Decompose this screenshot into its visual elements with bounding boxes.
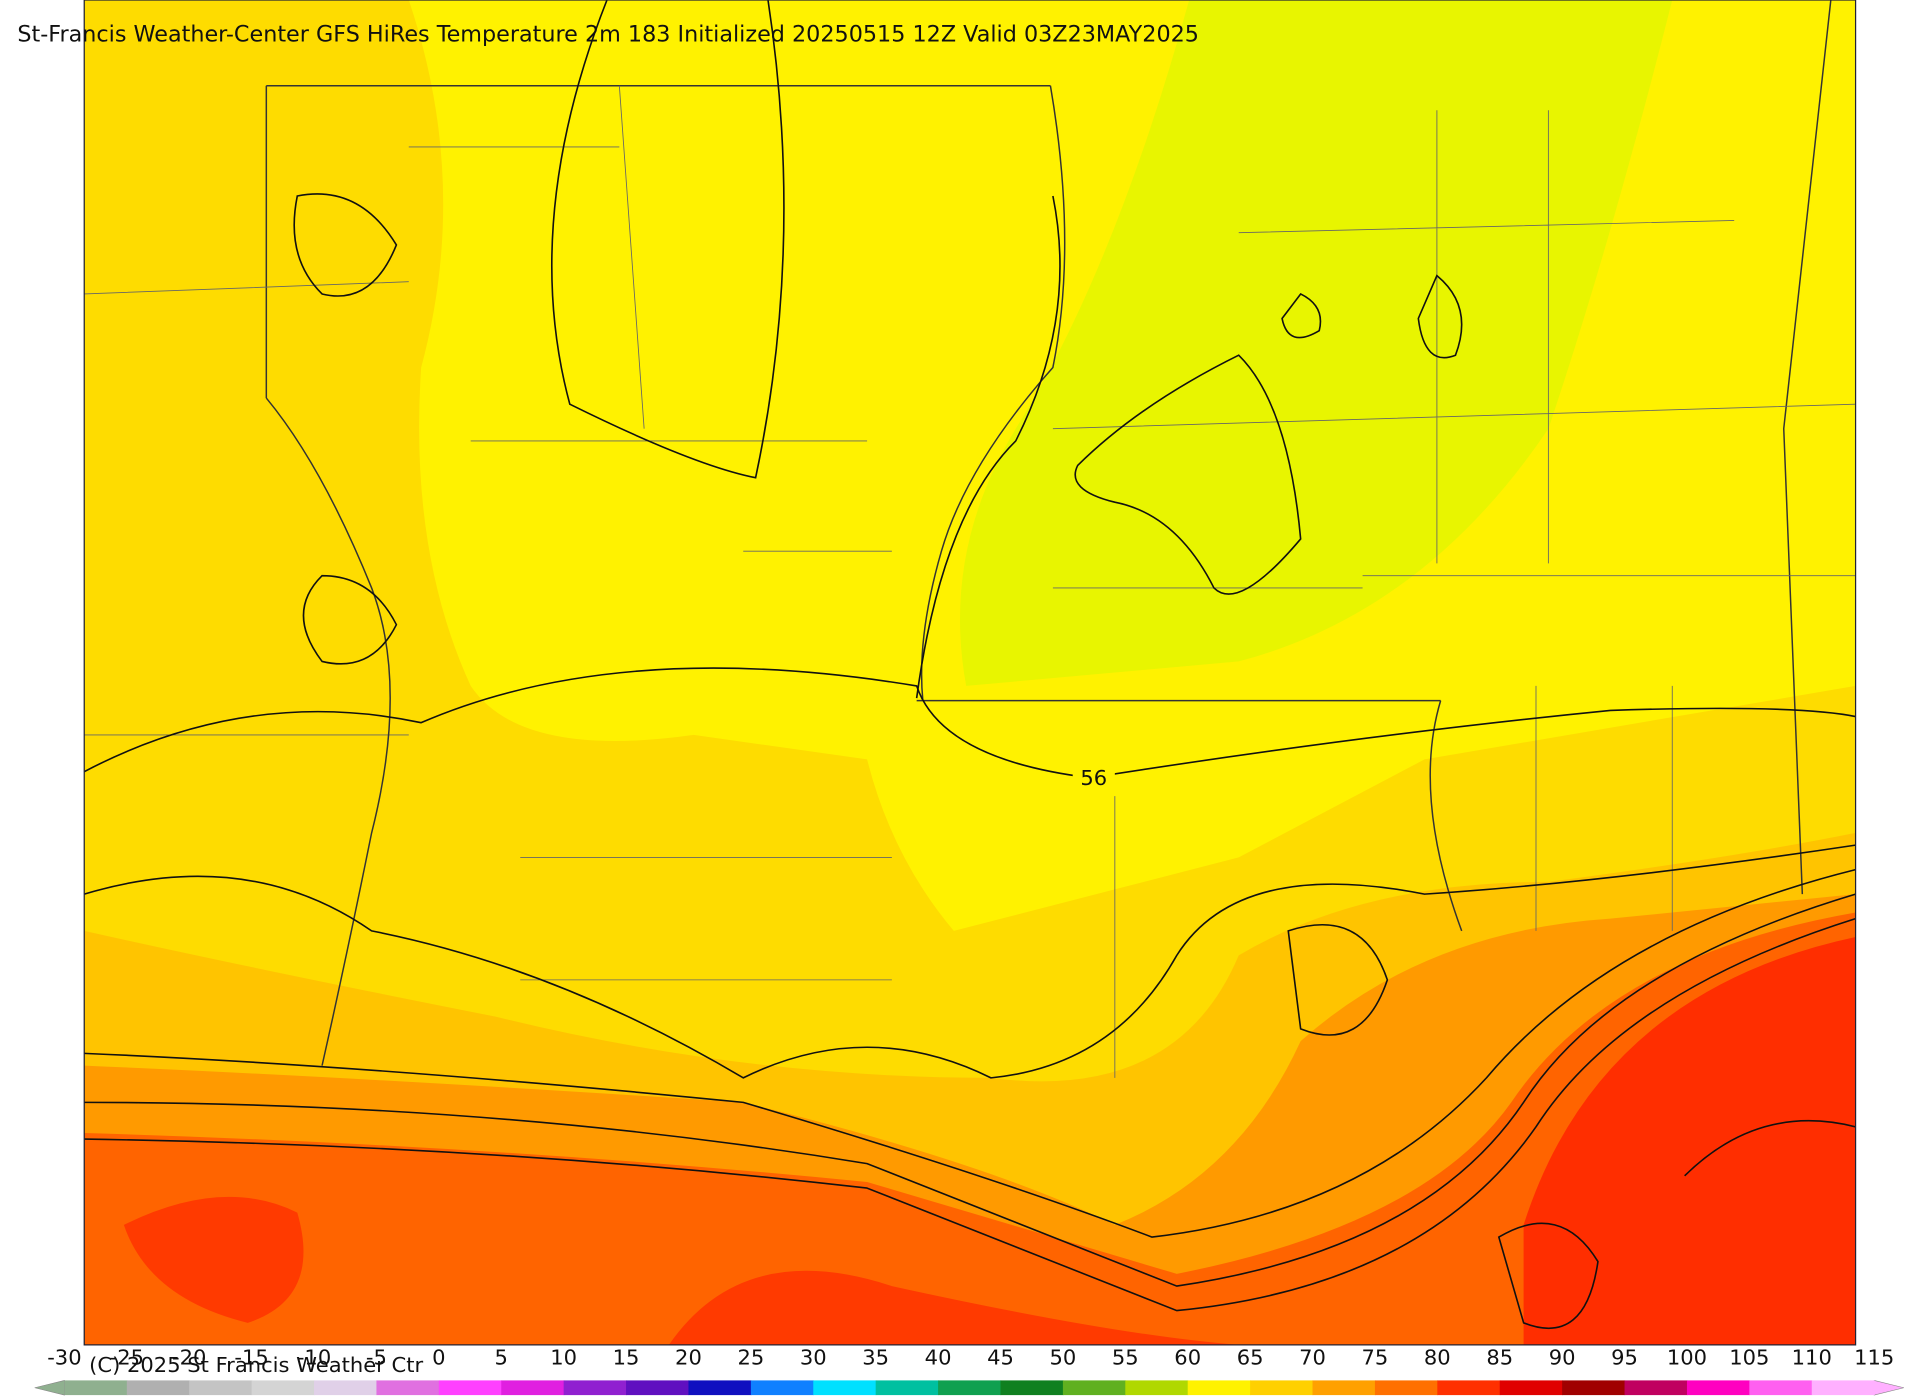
colorbar-label: 115 — [1854, 1346, 1894, 1370]
colorbar-label: 10 — [550, 1346, 577, 1370]
contour — [84, 917, 1856, 1312]
colorbar-label: 40 — [925, 1346, 952, 1370]
colorbar-swatch — [626, 1380, 690, 1396]
zone-red — [668, 1270, 1239, 1345]
colorbar-label: 90 — [1549, 1346, 1576, 1370]
colorbar-label: 0 — [432, 1346, 445, 1370]
colorbar-label: 45 — [987, 1346, 1014, 1370]
colorbar-label: 55 — [1112, 1346, 1139, 1370]
contour — [293, 193, 398, 665]
contour — [84, 868, 1856, 1238]
colorbar-label: 50 — [1049, 1346, 1076, 1370]
colorbar-label: 35 — [862, 1346, 889, 1370]
colorbar-label: 5 — [495, 1346, 508, 1370]
colorbar-swatch — [1250, 1380, 1314, 1396]
colorbar-swatch — [64, 1380, 128, 1396]
colorbar-label: -15 — [234, 1346, 268, 1370]
colorbar-label: 80 — [1424, 1346, 1451, 1370]
colorbar-label: 105 — [1729, 1346, 1769, 1370]
colorbar-swatch — [189, 1380, 253, 1396]
contour — [551, 0, 1061, 699]
map-title: St-Francis Weather-Center GFS HiRes Temp… — [17, 22, 1199, 48]
colorbar-label: -25 — [110, 1346, 144, 1370]
contour — [1287, 923, 1599, 1329]
colorbar-swatch — [875, 1380, 939, 1396]
zone-red — [1523, 937, 1856, 1345]
contour — [83, 844, 1856, 1079]
colorbar-swatch — [1562, 1380, 1626, 1396]
colorbar-swatch — [438, 1380, 502, 1396]
colorbar-swatch — [1000, 1380, 1064, 1396]
contour — [1281, 274, 1856, 1177]
colorbar-swatch — [1062, 1380, 1126, 1396]
colorbar-label: 30 — [800, 1346, 827, 1370]
colorbar-swatch — [1624, 1380, 1688, 1396]
colorbar-swatch — [126, 1380, 190, 1396]
zone-red — [123, 1196, 304, 1323]
colorbar-swatch — [1374, 1380, 1438, 1396]
colorbar-label: 15 — [613, 1346, 640, 1370]
colorbar-swatch — [1312, 1380, 1376, 1396]
zone-lime — [960, 0, 1673, 686]
state-border — [265, 0, 1832, 895]
contour — [83, 667, 1856, 779]
colorbar-label: 110 — [1792, 1346, 1832, 1370]
colorbar-label: 70 — [1299, 1346, 1326, 1370]
colorbar-label: -20 — [172, 1346, 206, 1370]
colorbar-swatch — [1749, 1380, 1813, 1396]
contour-label-bg — [1072, 765, 1115, 791]
colorbar-swatch — [1686, 1380, 1750, 1396]
map-frame — [83, 0, 1857, 1346]
borders — [84, 0, 1856, 1078]
colorbar-swatch — [1187, 1380, 1251, 1396]
colorbar-swatch — [1437, 1380, 1501, 1396]
contour-label: 56 — [1080, 766, 1107, 790]
colorbar-label: 85 — [1486, 1346, 1513, 1370]
temperature-fill — [84, 0, 1856, 1345]
zone-dark-orange — [84, 912, 1856, 1345]
colorbar-swatch — [813, 1380, 877, 1396]
colorbar-swatch — [1125, 1380, 1189, 1396]
contour — [1074, 354, 1302, 595]
contour — [84, 893, 1856, 1287]
contours — [83, 0, 1856, 1329]
colorbar-swatch — [1499, 1380, 1563, 1396]
colorbar-swatch — [750, 1380, 814, 1396]
colorbar-swatch — [688, 1380, 752, 1396]
colorbar-label: 20 — [675, 1346, 702, 1370]
colorbar-label: -30 — [47, 1346, 81, 1370]
colorbar-swatch — [314, 1380, 378, 1396]
colorbar-label: 65 — [1237, 1346, 1264, 1370]
river-border — [265, 85, 1463, 1066]
colorbar-label: 60 — [1174, 1346, 1201, 1370]
colorbar-swatch — [563, 1380, 627, 1396]
county-border — [84, 85, 1856, 1078]
colorbar-label: 95 — [1611, 1346, 1638, 1370]
copyright: (C) 2025 St Francis Weather Ctr — [89, 1353, 423, 1377]
colorbar-label: 100 — [1667, 1346, 1707, 1370]
colorbar-swatch — [938, 1380, 1002, 1396]
colorbar-swatch — [251, 1380, 315, 1396]
colorbar-swatch — [1811, 1380, 1875, 1396]
colorbar-swatch — [376, 1380, 440, 1396]
colorbar-label: 75 — [1362, 1346, 1389, 1370]
colorbar-label: -10 — [297, 1346, 331, 1370]
colorbar-label: -5 — [366, 1346, 387, 1370]
colorbar: -30 -25 -20 -15 -10 -5 0 5 10 15 20 25 30 35 40 45 50 55 6… — [34, 1346, 1904, 1396]
colorbar-swatch — [501, 1380, 565, 1396]
colorbar-label: 25 — [737, 1346, 764, 1370]
